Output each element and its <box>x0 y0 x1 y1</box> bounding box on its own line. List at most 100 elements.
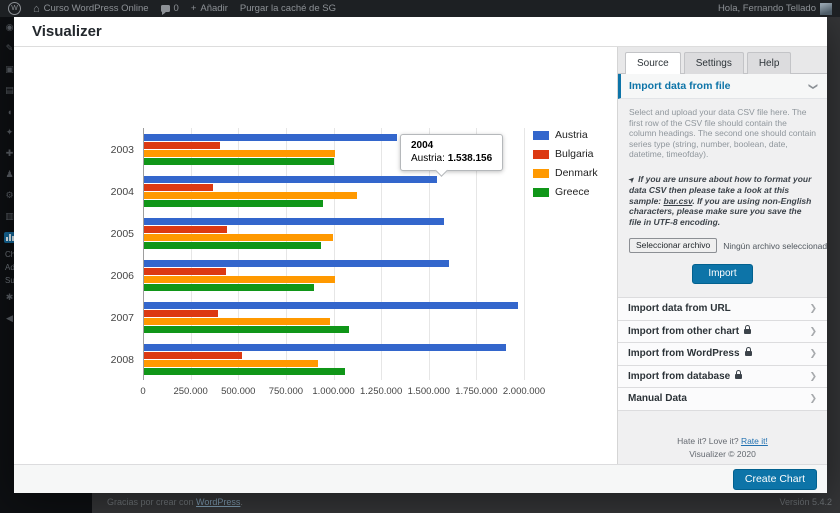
chevron-right-icon: ❯ <box>809 326 817 337</box>
panel-footer: Hate it? Love it? Rate it! Visualizer © … <box>618 435 827 461</box>
x-tick-label: 2.000.000 <box>496 386 552 397</box>
visualizer-modal: Visualizer 0250.000500.000750.0001.000.0… <box>14 17 827 493</box>
chart-bar-bulgaria-2006[interactable] <box>144 268 226 275</box>
tab-settings[interactable]: Settings <box>684 52 744 74</box>
home-icon: ⌂ <box>33 4 40 14</box>
chart-bar-greece-2008[interactable] <box>144 368 345 375</box>
chart-bar-austria-2006[interactable] <box>144 260 449 267</box>
footer-thanks-suffix: . <box>240 497 243 507</box>
rate-link[interactable]: Rate it! <box>741 436 768 446</box>
accordion-import-data-from-url[interactable]: Import data from URL ❯ <box>618 298 827 321</box>
y-category-label: 2004 <box>76 186 134 198</box>
accordion-label: Import from other chart <box>628 326 739 337</box>
y-category-label: 2006 <box>76 270 134 282</box>
y-category-label: 2007 <box>76 312 134 324</box>
chart-bar-greece-2007[interactable] <box>144 326 349 333</box>
file-import-body: Select and upload your data CSV file her… <box>618 99 827 284</box>
tooltip-value-line: Austria: 1.538.156 <box>411 153 492 164</box>
chart-bar-denmark-2007[interactable] <box>144 318 330 325</box>
pushpin-icon: ➤ <box>626 174 638 186</box>
accordion-import-from-wordpress[interactable]: Import from WordPress ❯ <box>618 343 827 366</box>
accordion-label: Manual Data <box>628 393 687 404</box>
accordion-label: Import from WordPress <box>628 348 740 359</box>
chart-bar-austria-2007[interactable] <box>144 302 518 309</box>
chart-bar-denmark-2004[interactable] <box>144 192 357 199</box>
chart-preview: 0250.000500.000750.0001.000.0001.250.000… <box>14 47 617 465</box>
chart-gridline <box>286 128 287 380</box>
chart-bar-bulgaria-2005[interactable] <box>144 226 227 233</box>
chart-gridline <box>191 128 192 380</box>
wordpress-link[interactable]: WordPress <box>196 497 240 507</box>
wordpress-logo-icon[interactable]: W <box>8 2 21 15</box>
comments-link[interactable]: 0 <box>161 3 179 14</box>
rate-text: Hate it? Love it? <box>677 436 738 446</box>
wp-admin-bar: W ⌂ Curso WordPress Online 0 + Añadir Pu… <box>0 0 840 17</box>
wp-logo-glyph: W <box>8 2 21 15</box>
section-import-from-file[interactable]: Import data from file ❯ <box>618 74 827 99</box>
accordion-label: Import data from URL <box>628 303 731 314</box>
chart-bar-bulgaria-2003[interactable] <box>144 142 220 149</box>
chart-gridline <box>381 128 382 380</box>
chevron-right-icon: ❯ <box>809 348 817 359</box>
site-name-link[interactable]: ⌂ Curso WordPress Online <box>33 3 149 14</box>
chart-bar-denmark-2006[interactable] <box>144 276 335 283</box>
chart-bar-denmark-2008[interactable] <box>144 360 318 367</box>
source-panel: SourceSettingsHelp Import data from file… <box>617 47 827 465</box>
create-chart-button[interactable]: Create Chart <box>733 469 817 490</box>
file-status-text: Ningún archivo seleccionado <box>723 241 827 251</box>
modal-title: Visualizer <box>14 17 827 47</box>
tooltip-value: 1.538.156 <box>448 153 493 164</box>
chart-tooltip: 2004 Austria: 1.538.156 <box>400 134 503 171</box>
chevron-right-icon: ❯ <box>809 303 817 314</box>
legend-item-bulgaria: Bulgaria <box>533 148 594 160</box>
chart-bar-austria-2005[interactable] <box>144 218 444 225</box>
legend-label: Denmark <box>555 167 598 179</box>
file-import-note: ➤ If you are unsure about how to format … <box>629 174 816 228</box>
legend-swatch <box>533 150 549 159</box>
chart-bar-greece-2006[interactable] <box>144 284 314 291</box>
chart-gridline <box>334 128 335 380</box>
tab-help[interactable]: Help <box>747 52 792 74</box>
accordion-import-from-other-chart[interactable]: Import from other chart ❯ <box>618 321 827 344</box>
panel-tabs: SourceSettingsHelp <box>618 47 827 74</box>
accordion-label: Import from database <box>628 371 730 382</box>
chart-bar-austria-2003[interactable] <box>144 134 397 141</box>
select-file-button[interactable]: Seleccionar archivo <box>629 238 717 253</box>
chart-gridline <box>524 128 525 380</box>
tooltip-series: Austria <box>411 153 442 164</box>
chart-bar-bulgaria-2004[interactable] <box>144 184 213 191</box>
chart-bar-greece-2004[interactable] <box>144 200 323 207</box>
sample-csv-link[interactable]: bar.csv <box>664 196 693 206</box>
tab-source[interactable]: Source <box>625 52 681 74</box>
accordion-manual-data[interactable]: Manual Data❯ <box>618 388 827 411</box>
import-button[interactable]: Import <box>692 264 752 284</box>
chart-bar-greece-2005[interactable] <box>144 242 321 249</box>
account-greeting: Hola, Fernando Tellado <box>718 3 816 14</box>
modal-footer: Create Chart <box>14 464 827 493</box>
chart-bar-denmark-2003[interactable] <box>144 150 335 157</box>
legend-item-greece: Greece <box>533 186 589 198</box>
accordion-import-from-database[interactable]: Import from database❯ <box>618 366 827 389</box>
chart-bar-bulgaria-2007[interactable] <box>144 310 218 317</box>
lock-icon <box>735 374 742 379</box>
chart-gridline <box>238 128 239 380</box>
rate-line: Hate it? Love it? Rate it! <box>618 435 827 448</box>
chart-bar-bulgaria-2008[interactable] <box>144 352 242 359</box>
new-content-link[interactable]: + Añadir <box>191 3 228 14</box>
chart-bar-greece-2003[interactable] <box>144 158 334 165</box>
copyright: Visualizer © 2020 <box>618 448 827 461</box>
chart-bar-austria-2008[interactable] <box>144 344 506 351</box>
tooltip-pointer <box>435 164 448 177</box>
lock-icon <box>744 329 751 334</box>
lock-icon <box>745 351 752 356</box>
chart-bar-denmark-2005[interactable] <box>144 234 333 241</box>
site-name-label: Curso WordPress Online <box>44 3 149 14</box>
legend-swatch <box>533 169 549 178</box>
account-menu[interactable]: Hola, Fernando Tellado <box>718 3 832 15</box>
purge-cache-link[interactable]: Purgar la caché de SG <box>240 3 336 14</box>
legend-swatch <box>533 188 549 197</box>
wp-version: Versión 5.4.2 <box>779 497 832 507</box>
y-category-label: 2005 <box>76 228 134 240</box>
chart-bar-austria-2004[interactable] <box>144 176 437 183</box>
tooltip-category: 2004 <box>411 140 492 151</box>
